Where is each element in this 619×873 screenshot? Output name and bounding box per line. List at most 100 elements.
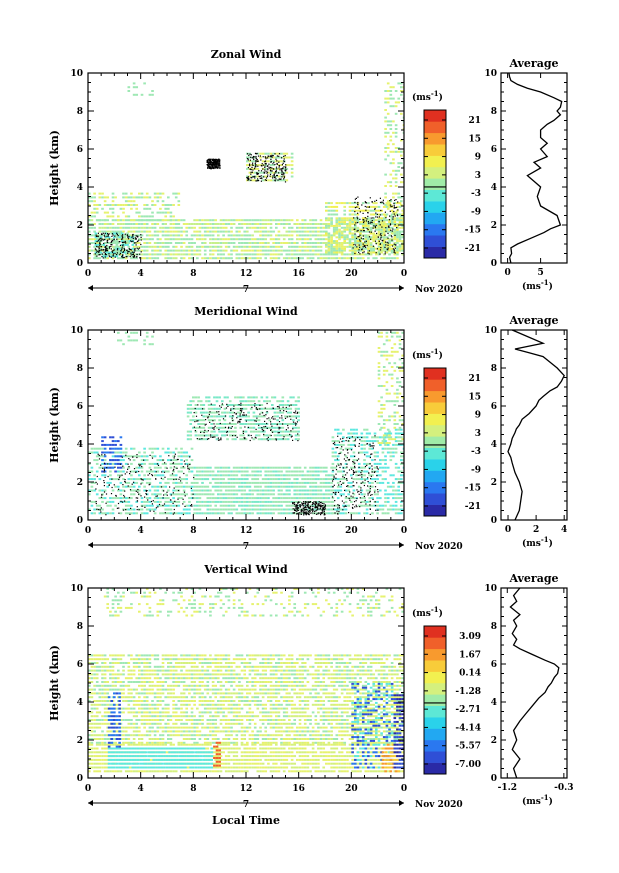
- heatmap-cell: [294, 434, 298, 437]
- heatmap-cell: [167, 257, 170, 260]
- heatmap-cell: [255, 419, 258, 422]
- heatmap-cell: [382, 243, 386, 246]
- heatmap-cell: [317, 230, 320, 233]
- contour-dot: [256, 173, 258, 175]
- heatmap-cell: [109, 474, 112, 477]
- heatmap-cell: [311, 234, 315, 237]
- heatmap-cell: [122, 500, 125, 503]
- heatmap-cell: [402, 462, 404, 465]
- heatmap-cell: [251, 257, 254, 260]
- heatmap-cell: [93, 451, 96, 454]
- heatmap-cell: [98, 257, 102, 260]
- contour-dot: [276, 163, 278, 165]
- heatmap-cell: [363, 493, 366, 496]
- heatmap-cell: [280, 481, 283, 484]
- heatmap-cell: [303, 238, 307, 241]
- heatmap-cell: [93, 508, 96, 511]
- heatmap-cell: [196, 466, 199, 469]
- heatmap-cell: [379, 428, 382, 431]
- contour-dot: [113, 249, 115, 251]
- heatmap-cell: [117, 242, 120, 244]
- heatmap-cell: [106, 485, 110, 488]
- heatmap-cell: [327, 489, 331, 492]
- heatmap-cell: [332, 228, 336, 231]
- heatmap-cell: [401, 242, 404, 244]
- heatmap-cell: [332, 249, 336, 252]
- heatmap-cell: [311, 512, 315, 515]
- contour-dot: [255, 164, 257, 166]
- heatmap-cell: [209, 497, 212, 500]
- contour-dot: [97, 232, 99, 234]
- heatmap-cell: [311, 493, 315, 496]
- heatmap-cell: [322, 493, 326, 496]
- heatmap-cell: [153, 204, 157, 206]
- heatmap-cell: [138, 230, 141, 233]
- heatmap-cell: [384, 489, 387, 492]
- heatmap-cell: [360, 489, 364, 492]
- heatmap-cell: [377, 226, 381, 229]
- heatmap-cell: [153, 466, 157, 469]
- colorbar-swatch: [424, 212, 446, 225]
- heatmap-cell: [355, 428, 358, 431]
- contour-dot: [266, 171, 269, 173]
- heatmap-cell: [385, 388, 389, 391]
- heatmap-cell: [268, 400, 272, 403]
- heatmap-cell: [219, 230, 223, 233]
- heatmap-cell: [117, 440, 120, 443]
- heatmap-cell: [371, 447, 374, 450]
- heatmap-cell: [106, 211, 110, 214]
- heatmap-cell: [140, 196, 144, 199]
- heatmap-cell: [286, 404, 290, 406]
- heatmap-cell: [372, 251, 376, 254]
- heatmap-cell: [140, 481, 144, 484]
- heatmap-cell: [285, 485, 289, 488]
- heatmap-cell: [217, 508, 220, 511]
- colorbar-swatch: [424, 144, 446, 156]
- heatmap-cell: [198, 489, 202, 492]
- heatmap-cell: [377, 442, 381, 444]
- contour-dot: [136, 240, 138, 243]
- heatmap-cell: [259, 230, 262, 233]
- contour-dot: [94, 248, 96, 250]
- heatmap-cell: [369, 213, 373, 216]
- heatmap-cell: [253, 167, 257, 170]
- heatmap-cell: [280, 179, 283, 182]
- heatmap-cell: [298, 249, 302, 252]
- heatmap-cell: [252, 423, 256, 425]
- heatmap-cell: [111, 257, 115, 260]
- heatmap-cell: [235, 245, 239, 248]
- heatmap-cell: [303, 466, 307, 469]
- heatmap-cell: [301, 245, 304, 248]
- contour-dot: [256, 172, 258, 174]
- heatmap-cell: [311, 497, 315, 500]
- contour-dot: [99, 241, 101, 243]
- heatmap-cell: [230, 226, 233, 229]
- contour-dot: [395, 244, 397, 246]
- heatmap-cell: [156, 211, 160, 214]
- heatmap-cell: [389, 432, 393, 435]
- heatmap-cell: [210, 430, 214, 433]
- heatmap-cell: [282, 179, 286, 182]
- heatmap-cell: [377, 224, 381, 227]
- heatmap-cell: [93, 238, 96, 241]
- heatmap-cell: [276, 434, 279, 437]
- contour-dot: [274, 172, 276, 174]
- heatmap-cell: [388, 354, 391, 357]
- heatmap-cell: [161, 242, 165, 244]
- heatmap-cell: [297, 407, 300, 410]
- heatmap-cell: [285, 219, 289, 222]
- heatmap-cell: [119, 257, 123, 260]
- heatmap-cell: [380, 257, 383, 260]
- heatmap-cell: [297, 434, 300, 437]
- heatmap-cell: [252, 430, 256, 433]
- heatmap-cell: [138, 474, 141, 477]
- heatmap-cell: [148, 466, 152, 469]
- heatmap-cell: [376, 481, 379, 484]
- heatmap-cell: [327, 240, 331, 243]
- heatmap-cell: [311, 504, 315, 507]
- contour-dot: [247, 177, 249, 179]
- heatmap-cell: [311, 253, 315, 256]
- heatmap-cell: [385, 202, 389, 205]
- heatmap-cell: [343, 249, 347, 252]
- heatmap-cell: [319, 257, 323, 260]
